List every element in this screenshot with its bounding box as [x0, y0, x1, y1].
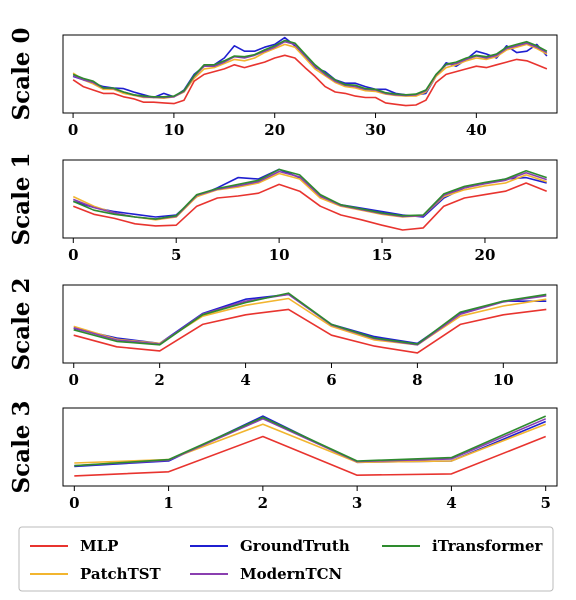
- legend-label-moderntcn: ModernTCN: [240, 565, 343, 583]
- x-tick-label: 4: [446, 494, 456, 512]
- y-axis-label: Scale 1: [8, 153, 35, 246]
- x-tick-label: 1: [163, 494, 173, 512]
- legend-label-itransformer: iTransformer: [432, 537, 544, 555]
- x-tick-label: 5: [171, 246, 181, 264]
- x-tick-label: 0: [68, 121, 78, 139]
- series-line-mlp: [73, 308, 547, 354]
- series-line-groundtruth: [74, 415, 547, 468]
- x-tick-label: 10: [163, 121, 184, 139]
- series-line-itransformer: [72, 168, 547, 220]
- legend-label-patchtst: PatchTST: [80, 565, 162, 583]
- x-tick-label: 8: [412, 371, 422, 389]
- axes-frame: [62, 407, 558, 487]
- x-tick-label: 2: [258, 494, 268, 512]
- series-line-moderntcn: [73, 293, 547, 346]
- x-tick-label: 40: [466, 121, 487, 139]
- x-tick-label: 0: [68, 246, 78, 264]
- y-axis-label: Scale 3: [8, 401, 35, 494]
- legend-label-groundtruth: GroundTruth: [240, 537, 350, 555]
- x-tick-label: 5: [540, 494, 550, 512]
- series-line-moderntcn: [73, 170, 547, 220]
- x-tick-label: 30: [365, 121, 386, 139]
- y-axis-label: Scale 0: [8, 28, 35, 121]
- series-line-itransformer: [73, 292, 547, 346]
- legend: MLP GroundTruth iTransformer PatchTST Modern…: [18, 526, 554, 592]
- series-line-mlp: [72, 54, 548, 107]
- x-tick-label: 10: [269, 246, 290, 264]
- x-tick-label: 10: [493, 371, 514, 389]
- y-axis-label: Scale 2: [8, 278, 35, 371]
- series-line-groundtruth: [73, 293, 547, 345]
- x-tick-label: 0: [69, 494, 79, 512]
- subplot-scale-1: 0 5 10 15 20 Scale 1: [8, 153, 558, 264]
- axes-frame: [62, 284, 558, 364]
- series-line-moderntcn: [74, 417, 547, 467]
- series-line-mlp: [73, 182, 547, 231]
- x-tick-label: 15: [372, 246, 393, 264]
- axes-frame: [62, 34, 558, 114]
- axes-frame: [62, 159, 558, 239]
- series-line-mlp: [74, 435, 546, 477]
- x-tick-label: 0: [69, 371, 79, 389]
- series-line-patchtst: [74, 423, 546, 464]
- series-line-moderntcn: [72, 40, 548, 99]
- series-line-itransformer: [72, 39, 548, 98]
- x-tick-label: 20: [475, 246, 496, 264]
- x-tick-label: 2: [154, 371, 164, 389]
- x-tick-label: 3: [352, 494, 362, 512]
- series-line-groundtruth: [73, 168, 547, 218]
- x-tick-label: 20: [264, 121, 285, 139]
- subplot-scale-0: 0 10 20 30 40 Scale 0: [8, 28, 558, 139]
- subplot-scale-3: 0 1 2 3 4 5 Scale 3: [8, 401, 558, 512]
- series-line-itransformer: [74, 415, 547, 467]
- series-line-groundtruth: [72, 36, 548, 99]
- legend-frame: [18, 526, 554, 592]
- x-tick-label: 4: [240, 371, 250, 389]
- subplot-scale-2: 0 2 4 6 8 10 Scale 2: [8, 278, 558, 389]
- x-tick-label: 6: [326, 371, 336, 389]
- legend-label-mlp: MLP: [80, 537, 118, 555]
